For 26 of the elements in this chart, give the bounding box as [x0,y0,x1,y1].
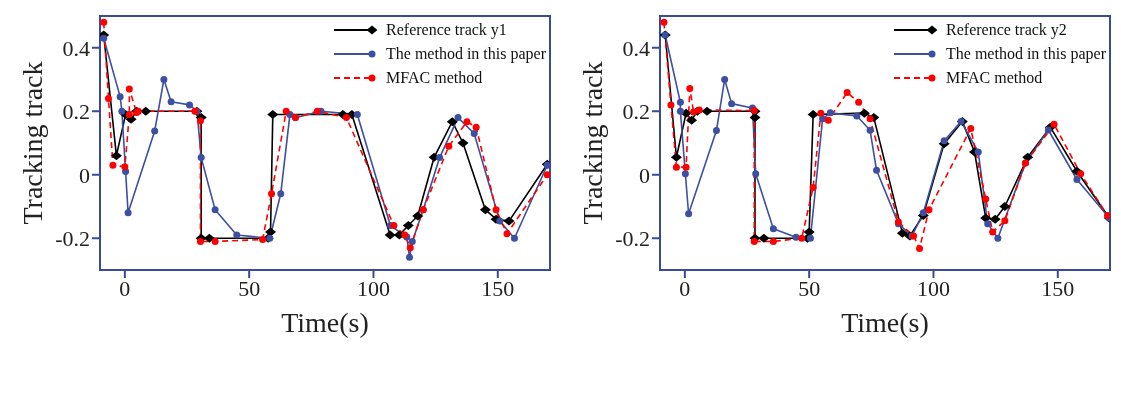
legend-label: The method in this paper [946,45,1106,63]
legend-label: Reference track y1 [386,21,507,39]
y-tick-label: 0.2 [622,99,650,125]
legend-label: The method in this paper [386,45,546,63]
x-tick-label: 0 [679,275,691,301]
legend-label: MFAC method [386,69,483,87]
x-tick-label: 100 [916,275,950,301]
y-tick-label: -0.2 [615,226,650,252]
x-tick-label: 50 [238,275,261,301]
legend-label: MFAC method [946,69,1043,87]
x-tick-label: 100 [356,275,390,301]
y-tick-label: -0.2 [55,226,90,252]
legend-label: Reference track y2 [946,21,1067,39]
x-tick-label: 150 [481,275,515,301]
x-tick-label: 150 [1041,275,1075,301]
x-axis-title: Time(s) [841,307,929,338]
y-tick-label: 0 [79,162,90,188]
y-tick-label: 0.2 [62,99,90,125]
y-tick-label: 0.4 [62,35,90,61]
y-tick-label: 0 [639,162,650,188]
y-tick-label: 0.4 [622,35,650,61]
x-tick-label: 0 [119,275,131,301]
y-axis-title: Tracking track [576,61,608,225]
x-tick-label: 50 [798,275,821,301]
y-axis-title: Tracking track [16,61,48,225]
x-axis-title: Time(s) [281,307,369,338]
